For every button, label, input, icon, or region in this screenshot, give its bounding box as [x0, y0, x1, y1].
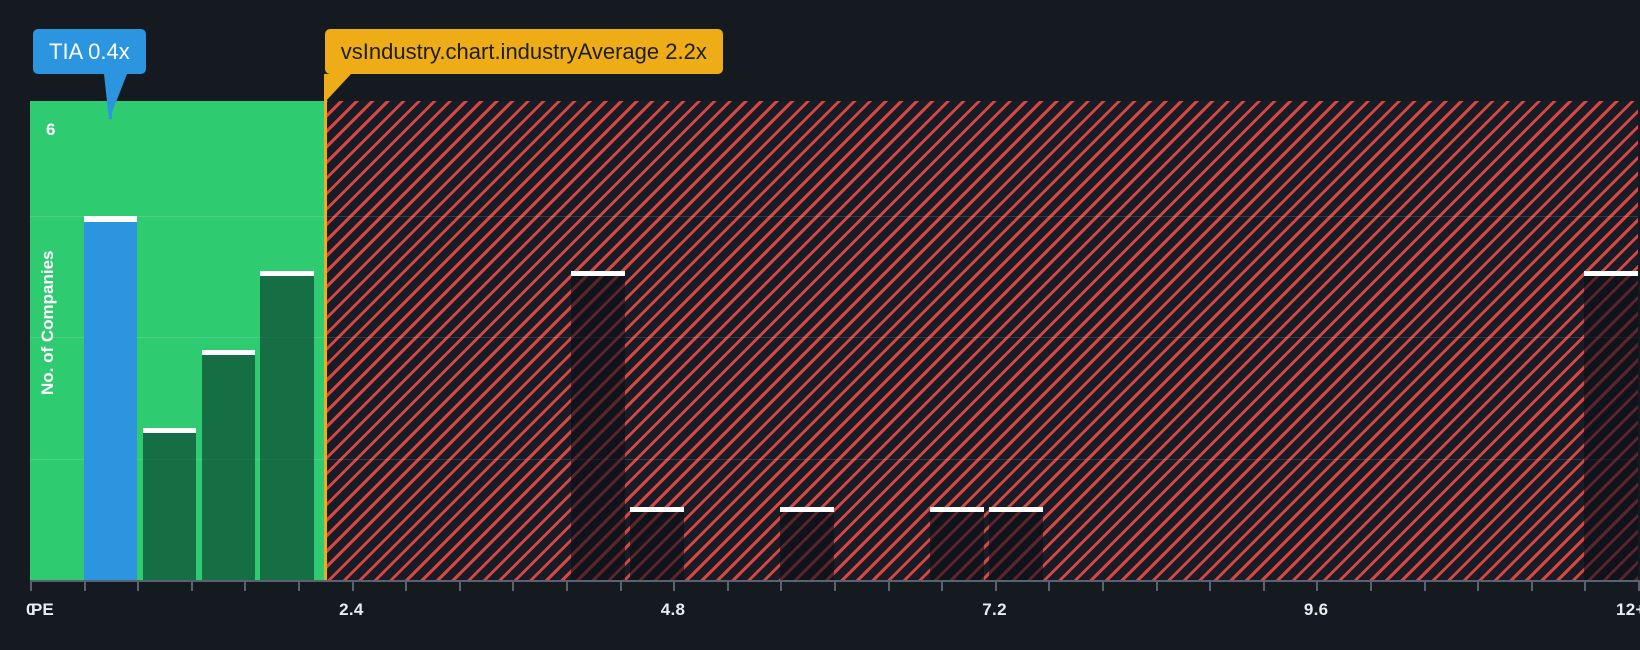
x-axis-tick — [351, 580, 354, 591]
x-axis-tick — [673, 580, 676, 591]
bar-cap — [571, 270, 625, 276]
bar-cap — [1584, 270, 1638, 276]
x-axis-label-24: 2.4 — [339, 600, 364, 619]
x-axis-tick — [30, 580, 32, 591]
x-axis-tick — [1584, 580, 1587, 591]
x-axis-label-0: 0 — [26, 600, 36, 619]
bar[interactable] — [930, 507, 985, 580]
bar[interactable] — [201, 349, 256, 580]
bar[interactable] — [630, 507, 684, 580]
gridline-4 — [30, 337, 1638, 339]
bar[interactable] — [142, 428, 197, 580]
x-axis-tick — [1638, 580, 1640, 591]
x-axis-tick — [1262, 580, 1265, 591]
x-axis-tick — [298, 580, 300, 591]
x-axis-tick — [1316, 580, 1319, 591]
industry-average-callout[interactable]: vsIndustry.chart.industryAverage 2.2x — [324, 29, 723, 74]
x-axis-tick — [780, 580, 783, 591]
plot-area — [30, 101, 1638, 580]
bar-tia-highlight[interactable] — [83, 216, 138, 580]
bar[interactable] — [260, 270, 315, 580]
x-axis-tick — [83, 580, 86, 591]
x-axis-tick — [1155, 580, 1158, 591]
x-axis-tick — [726, 580, 729, 591]
industry-average-line — [323, 74, 327, 580]
bar-cap — [260, 270, 315, 276]
bar-cap — [630, 507, 684, 513]
x-axis-tick — [458, 580, 461, 591]
zone-overvalued — [324, 101, 1638, 580]
industry-callout-pointer — [324, 74, 351, 102]
x-axis-tick — [834, 580, 836, 591]
bar-cap — [142, 428, 197, 434]
x-axis-tick — [1423, 580, 1426, 591]
x-axis-label-72: 7.2 — [982, 600, 1007, 619]
x-axis-tick — [1477, 580, 1480, 591]
bar-cap — [989, 507, 1044, 513]
x-axis-tick — [405, 580, 408, 591]
x-axis-tick — [1102, 580, 1104, 591]
gridline-6 — [30, 216, 1638, 218]
tia-callout[interactable]: TIA 0.4x — [33, 29, 146, 74]
x-axis-tick — [1370, 580, 1372, 591]
x-axis-label-96: 9.6 — [1303, 600, 1329, 619]
x-axis-tick — [512, 580, 515, 591]
x-axis-tick — [1530, 580, 1533, 591]
x-axis-label-12: 12+ — [1616, 600, 1640, 619]
x-axis-tick — [887, 580, 890, 591]
x-axis-prefix-label: PE — [31, 600, 54, 619]
bar-cap — [201, 349, 256, 355]
x-axis-tick — [1209, 580, 1212, 591]
bar[interactable] — [989, 507, 1044, 580]
x-axis-tick — [994, 580, 997, 591]
x-axis-tick — [244, 580, 247, 591]
x-axis-tick — [566, 580, 568, 591]
x-axis-label-48: 4.8 — [660, 600, 686, 619]
gridline-2 — [30, 458, 1638, 460]
x-axis-tick — [941, 580, 944, 591]
bar-cap — [83, 216, 138, 223]
x-axis-tick — [1048, 580, 1051, 591]
bar-cap — [780, 507, 834, 513]
tia-callout-pointer — [104, 74, 128, 120]
x-axis-tick — [137, 580, 140, 591]
y-axis-title: No. of Companies — [38, 250, 57, 395]
bar[interactable] — [780, 507, 834, 580]
x-axis-tick — [190, 580, 193, 591]
x-axis-tick — [619, 580, 622, 591]
bar-cap — [930, 507, 985, 513]
bar[interactable] — [1584, 270, 1638, 580]
y-axis-tick-6: 6 — [46, 120, 56, 139]
bar[interactable] — [571, 270, 625, 580]
